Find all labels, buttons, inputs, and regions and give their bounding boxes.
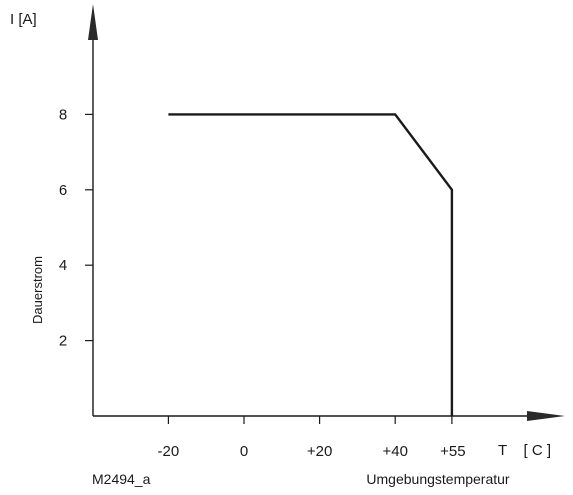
series (168, 113, 454, 416)
y-tick-label: 8 (59, 106, 67, 123)
x-tick-label: +40 (382, 443, 407, 460)
y-tick-label: 6 (59, 182, 67, 199)
x-axis-arrow (527, 411, 565, 421)
y-unit-label: I [A] (10, 11, 37, 28)
derating-curve (168, 113, 454, 416)
x-unit-label: T [ C ] (498, 442, 551, 459)
x-tick-label: 0 (240, 443, 248, 460)
figure-id: M2494_a (92, 471, 151, 487)
y-axis-title: Dauerstrom (30, 256, 45, 324)
y-axis-arrow (88, 4, 98, 40)
ticks: -20 0 +20 +40 +55 2 4 6 8 (59, 106, 466, 460)
x-tick-label: -20 (158, 443, 180, 460)
x-tick-label: +20 (307, 443, 332, 460)
axes (88, 4, 565, 421)
x-tick-label: +55 (440, 443, 465, 460)
x-axis-title: Umgebungstemperatur (366, 471, 510, 487)
y-tick-label: 4 (59, 257, 67, 274)
y-tick-label: 2 (59, 333, 67, 350)
